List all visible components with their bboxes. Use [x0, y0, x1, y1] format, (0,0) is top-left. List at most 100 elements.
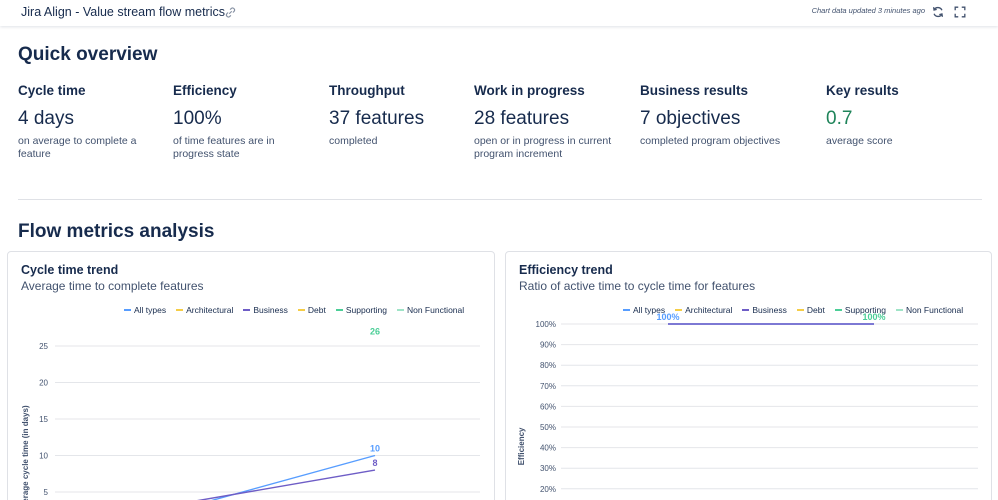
legend-swatch	[675, 309, 683, 311]
legend-label: Non Functional	[406, 305, 465, 315]
y-tick-label: 40%	[540, 444, 556, 453]
metric-value: 7 objectives	[640, 108, 741, 129]
legend-item[interactable]: Business	[243, 305, 288, 315]
y-tick-label: 60%	[540, 402, 556, 411]
chart-legend: All types Architectural Business Debt Suppor…	[124, 305, 464, 315]
legend-swatch	[796, 309, 804, 311]
efficiency-chart: 20% 30% 40% 50% 60% 70% 80% 90% 100% Efficiency 10…	[517, 312, 978, 494]
metric-label: Work in progress	[474, 83, 585, 98]
legend-swatch	[243, 309, 251, 311]
legend-swatch	[396, 309, 404, 311]
legend-label: Architectural	[186, 305, 234, 315]
y-axis-title: Average cycle time (in days)	[21, 405, 30, 500]
legend-item[interactable]: Architectural	[675, 305, 732, 315]
legend-label: Supporting	[345, 305, 387, 315]
y-tick-label: 20	[39, 379, 48, 388]
legend-item[interactable]: Supporting	[335, 305, 387, 315]
legend-item[interactable]: Architectural	[176, 305, 233, 315]
metric-description: completed	[329, 135, 378, 147]
y-tick-label: 80%	[540, 361, 556, 370]
legend-label: Non Functional	[905, 305, 964, 315]
chart-subtitle: Average time to complete features	[21, 279, 204, 293]
legend-swatch	[124, 309, 131, 311]
flow-metrics-title: Flow metrics analysis	[18, 221, 215, 242]
quick-overview-title: Quick overview	[18, 44, 158, 65]
metric-label: Throughput	[329, 83, 405, 98]
series-line	[197, 469, 376, 500]
metric-value: 4 days	[18, 108, 74, 129]
chart-subtitle: Ratio of active time to cycle time for f…	[519, 279, 756, 293]
metric-description: on average to complete a feature	[18, 135, 137, 160]
metric-label: Cycle time	[18, 83, 86, 98]
data-label: 100%	[862, 312, 885, 322]
efficiency-trend-panel: Efficiency trend Ratio of active time to…	[505, 251, 992, 500]
y-axis-title: Efficiency	[517, 427, 526, 465]
metric-key-results: Key results 0.7 average score	[826, 83, 976, 148]
legend-swatch	[895, 309, 903, 311]
data-label: 8	[372, 458, 377, 468]
data-label: 26	[370, 327, 380, 337]
metric-label: Efficiency	[173, 83, 237, 98]
metric-description: completed program objectives	[640, 135, 781, 147]
metric-description: of time features are in progress state	[173, 135, 275, 160]
metric-work-in-progress: Work in progress 28 features open or in …	[474, 83, 624, 160]
legend-label: All types	[633, 305, 666, 315]
header-bar: Jira Align - Value stream flow metrics C…	[0, 0, 998, 26]
metric-value: 100%	[173, 108, 222, 129]
data-label: 10	[370, 444, 380, 454]
legend-item[interactable]: All types	[623, 305, 665, 315]
metric-efficiency: Efficiency 100% of time features are in …	[173, 83, 303, 160]
y-tick-label: 90%	[540, 341, 556, 350]
legend-label: Debt	[307, 305, 326, 315]
legend-item[interactable]: All types	[124, 305, 166, 315]
y-tick-label: 10	[39, 452, 48, 461]
y-tick-label: 30%	[540, 464, 556, 473]
chart-legend: All types Architectural Business Debt Suppor…	[623, 305, 963, 315]
metric-description: open or in progress in current program i…	[474, 135, 612, 160]
metric-value: 0.7	[826, 108, 853, 129]
legend-swatch	[335, 309, 343, 311]
metric-description: average score	[826, 135, 893, 147]
y-tick-label: 100%	[536, 320, 556, 329]
metric-value: 28 features	[474, 108, 570, 129]
y-tick-label: 20%	[540, 485, 556, 494]
legend-item[interactable]: Business	[742, 305, 787, 315]
legend-swatch	[623, 309, 630, 311]
legend-label: Business	[253, 305, 288, 315]
metric-business-results: Business results 7 objectives completed …	[640, 83, 800, 148]
y-tick-label: 15	[39, 415, 48, 424]
y-tick-label: 50%	[540, 423, 556, 432]
legend-item[interactable]: Non Functional	[895, 305, 964, 315]
legend-swatch	[176, 309, 184, 311]
cycle-time-chart: 5 10 15 20 25 Average cycle time (in days) 10 8…	[21, 327, 480, 500]
fullscreen-icon[interactable]	[953, 5, 967, 19]
legend-swatch	[834, 309, 842, 311]
metric-value: 37 features	[329, 108, 425, 129]
legend-label: Architectural	[685, 305, 733, 315]
y-tick-label: 5	[44, 488, 49, 497]
metric-label: Key results	[826, 83, 899, 98]
chart-title: Efficiency trend	[519, 263, 613, 277]
metric-throughput: Throughput 37 features completed	[329, 83, 459, 148]
legend-swatch	[297, 309, 305, 311]
refresh-icon[interactable]	[931, 5, 945, 19]
section-divider	[18, 199, 982, 200]
y-tick-label: 25	[39, 342, 48, 351]
legend-item[interactable]: Debt	[297, 305, 326, 315]
legend-swatch	[742, 309, 750, 311]
legend-item[interactable]: Non Functional	[396, 305, 465, 315]
legend-label: Business	[752, 305, 787, 315]
y-tick-label: 70%	[540, 382, 556, 391]
legend-label: Supporting	[844, 305, 886, 315]
metric-label: Business results	[640, 83, 749, 98]
legend-label: Debt	[806, 305, 825, 315]
data-label: 100%	[656, 312, 679, 322]
app-title: Jira Align - Value stream flow metrics	[21, 5, 225, 19]
chart-updated-text: Chart data updated 3 minutes ago	[811, 6, 925, 15]
link-icon[interactable]	[224, 6, 237, 19]
legend-item[interactable]: Supporting	[834, 305, 886, 315]
series-line	[210, 454, 376, 500]
cycle-time-trend-panel: Cycle time trend Average time to complet…	[7, 251, 495, 500]
legend-item[interactable]: Debt	[796, 305, 825, 315]
metric-cycle-time: Cycle time 4 days on average to complete…	[18, 83, 158, 160]
